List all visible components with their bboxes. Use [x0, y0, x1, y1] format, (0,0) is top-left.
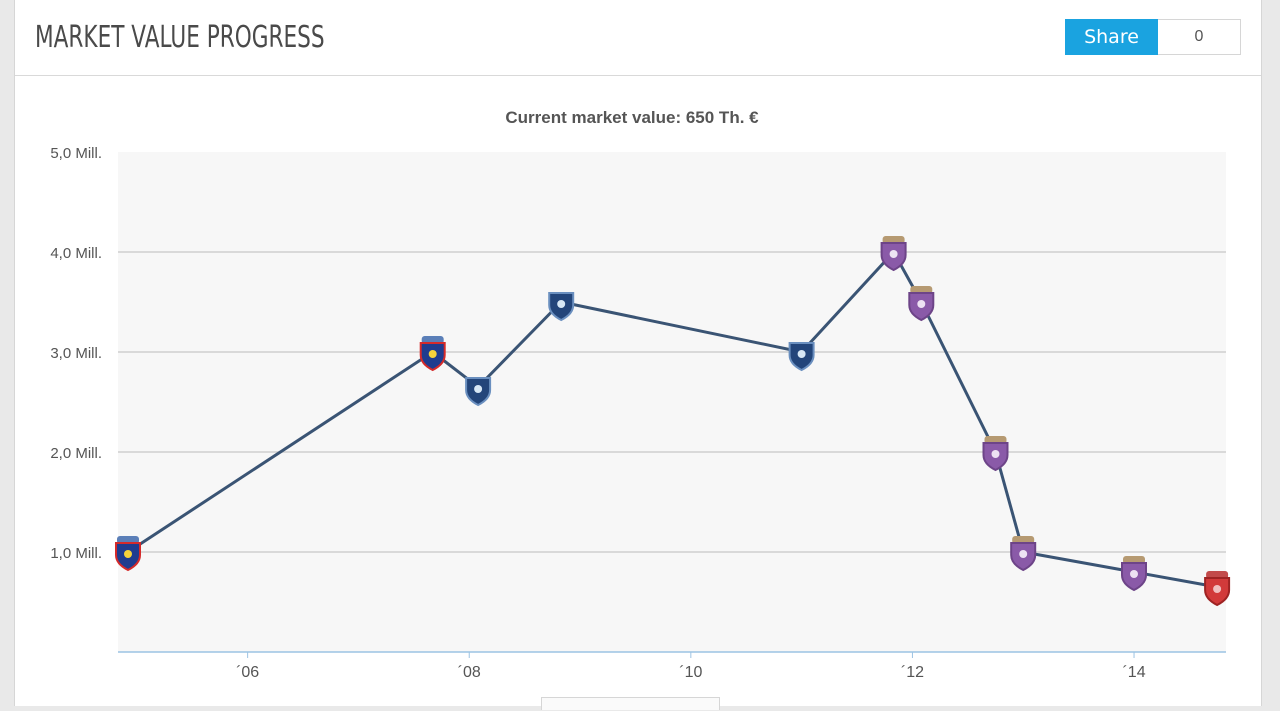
x-tick-label: ´12: [901, 664, 924, 681]
share-button[interactable]: Share: [1065, 19, 1158, 55]
market-value-panel: MARKET VALUE PROGRESS Share 0 1,0 Mill. 2…: [14, 0, 1262, 710]
share-count: 0: [1158, 19, 1241, 55]
y-tick-label: 1,0 Mill.: [50, 545, 102, 562]
data-markers: [115, 236, 1231, 607]
data-point-marker[interactable]: [548, 292, 575, 322]
y-tick-label: 2,0 Mill.: [50, 445, 102, 462]
data-point-marker[interactable]: [788, 342, 815, 372]
share-widget: Share 0: [1065, 19, 1241, 55]
page-title: MARKET VALUE PROGRESS: [35, 20, 325, 55]
market-value-chart: 1,0 Mill. 2,0 Mill. 3,0 Mill. 4,0 Mill. 5,0 …: [50, 108, 1231, 681]
data-point-marker[interactable]: [115, 536, 141, 572]
data-point-marker[interactable]: [982, 436, 1009, 472]
data-point-marker[interactable]: [1010, 536, 1037, 572]
x-tick-label: ´06: [236, 664, 259, 681]
data-point-marker[interactable]: [1121, 556, 1147, 592]
data-point-marker[interactable]: [880, 236, 907, 272]
y-tick-label: 4,0 Mill.: [50, 245, 102, 262]
range-selector-tab[interactable]: [541, 697, 720, 710]
chart-title: Current market value: 650 Th. €: [505, 108, 759, 127]
data-point-marker[interactable]: [465, 377, 492, 407]
data-point-marker[interactable]: [1204, 571, 1231, 607]
data-point-marker[interactable]: [419, 336, 446, 372]
grid-lines: [118, 251, 1226, 553]
data-point-marker[interactable]: [908, 286, 935, 322]
y-tick-label: 3,0 Mill.: [50, 345, 102, 362]
x-tick-label: ´08: [458, 664, 481, 681]
x-tick-labels: ´06 ´08 ´10 ´12 ´14: [236, 652, 1146, 681]
x-tick-label: ´14: [1122, 664, 1145, 681]
chart-container: 1,0 Mill. 2,0 Mill. 3,0 Mill. 4,0 Mill. 5,0 …: [15, 76, 1261, 706]
x-tick-label: ´10: [679, 664, 702, 681]
plot-background: [118, 152, 1226, 652]
panel-header: MARKET VALUE PROGRESS Share 0: [15, 0, 1261, 76]
y-tick-label: 5,0 Mill.: [50, 145, 102, 162]
y-tick-labels: 1,0 Mill. 2,0 Mill. 3,0 Mill. 4,0 Mill. 5,0 …: [50, 145, 102, 562]
